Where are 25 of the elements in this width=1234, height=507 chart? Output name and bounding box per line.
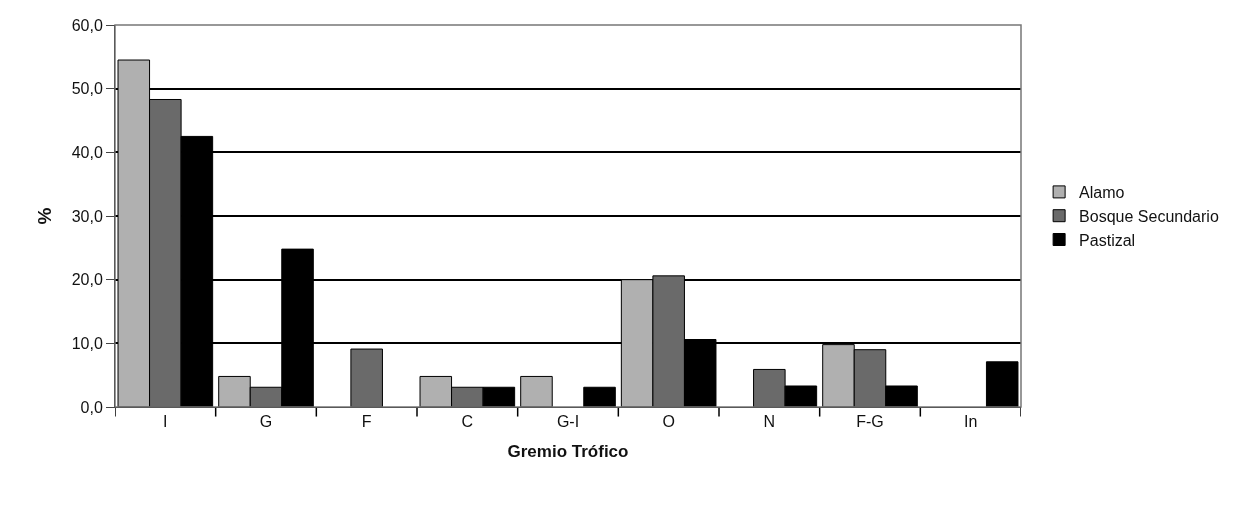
bar xyxy=(350,348,383,407)
y-tick-label: 10,0 xyxy=(71,334,103,352)
y-tick-label: 20,0 xyxy=(71,271,103,289)
x-tick-label: N xyxy=(763,413,776,431)
x-tick-label: In xyxy=(964,413,978,431)
y-tick-label: 30,0 xyxy=(71,207,103,225)
bar xyxy=(583,386,616,407)
x-tick-label: O xyxy=(662,413,675,431)
bar xyxy=(985,361,1019,407)
legend-label: Pastizal xyxy=(1079,231,1136,249)
y-tick-label: 50,0 xyxy=(71,80,103,98)
legend-label: Bosque Secundario xyxy=(1079,207,1219,225)
x-tick-label: G-I xyxy=(556,413,580,431)
y-axis-title: % xyxy=(33,207,55,225)
y-tick-label: 40,0 xyxy=(71,143,103,161)
x-tick-label: F xyxy=(361,413,372,431)
y-tick-label: 0,0 xyxy=(80,398,103,416)
x-tick-label: C xyxy=(461,413,474,431)
x-axis-title: Gremio Trófico xyxy=(507,441,629,461)
x-tick-label: I xyxy=(163,413,168,431)
y-tick-label: 60,0 xyxy=(71,16,103,34)
x-tick-label: G xyxy=(259,413,273,431)
bar xyxy=(520,375,553,407)
legend-label: Alamo xyxy=(1079,184,1125,202)
x-tick-label: F-G xyxy=(856,413,884,431)
